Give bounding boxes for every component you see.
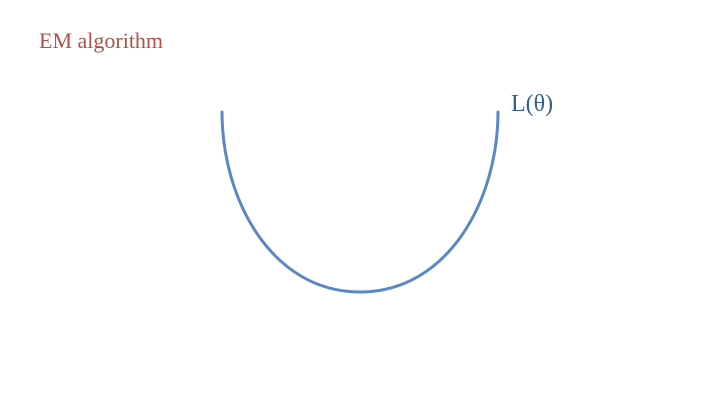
slide-title: EM algorithm [39, 28, 164, 53]
curve-label: L(θ) [511, 91, 554, 117]
likelihood-curve [220, 110, 500, 294]
